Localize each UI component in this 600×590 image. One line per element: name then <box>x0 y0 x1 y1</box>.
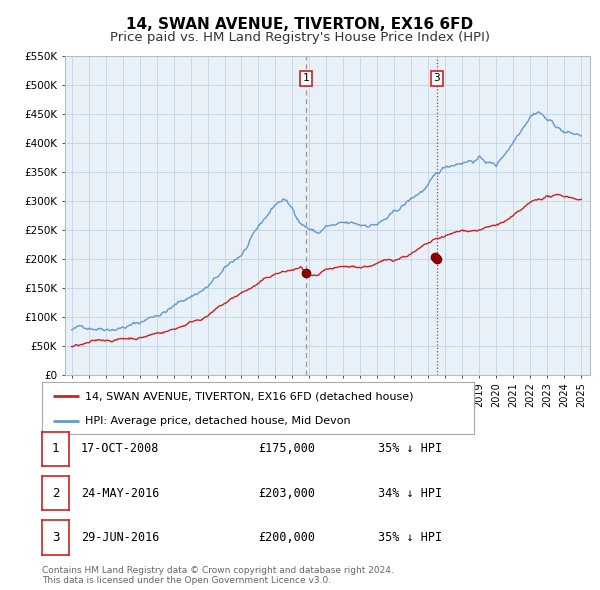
Text: 1: 1 <box>302 73 309 83</box>
Text: 17-OCT-2008: 17-OCT-2008 <box>81 442 160 455</box>
Text: Contains HM Land Registry data © Crown copyright and database right 2024.
This d: Contains HM Land Registry data © Crown c… <box>42 566 394 585</box>
Text: 35% ↓ HPI: 35% ↓ HPI <box>378 442 442 455</box>
Text: £203,000: £203,000 <box>258 487 315 500</box>
Text: HPI: Average price, detached house, Mid Devon: HPI: Average price, detached house, Mid … <box>85 416 351 425</box>
Text: 2: 2 <box>52 487 59 500</box>
Text: 35% ↓ HPI: 35% ↓ HPI <box>378 531 442 544</box>
Text: £200,000: £200,000 <box>258 531 315 544</box>
Text: 14, SWAN AVENUE, TIVERTON, EX16 6FD: 14, SWAN AVENUE, TIVERTON, EX16 6FD <box>127 17 473 31</box>
Text: 29-JUN-2016: 29-JUN-2016 <box>81 531 160 544</box>
Text: Price paid vs. HM Land Registry's House Price Index (HPI): Price paid vs. HM Land Registry's House … <box>110 31 490 44</box>
Text: 24-MAY-2016: 24-MAY-2016 <box>81 487 160 500</box>
Text: 34% ↓ HPI: 34% ↓ HPI <box>378 487 442 500</box>
Text: £175,000: £175,000 <box>258 442 315 455</box>
Text: 14, SWAN AVENUE, TIVERTON, EX16 6FD (detached house): 14, SWAN AVENUE, TIVERTON, EX16 6FD (det… <box>85 391 414 401</box>
Text: 3: 3 <box>433 73 440 83</box>
Text: 3: 3 <box>52 531 59 544</box>
Text: 1: 1 <box>52 442 59 455</box>
